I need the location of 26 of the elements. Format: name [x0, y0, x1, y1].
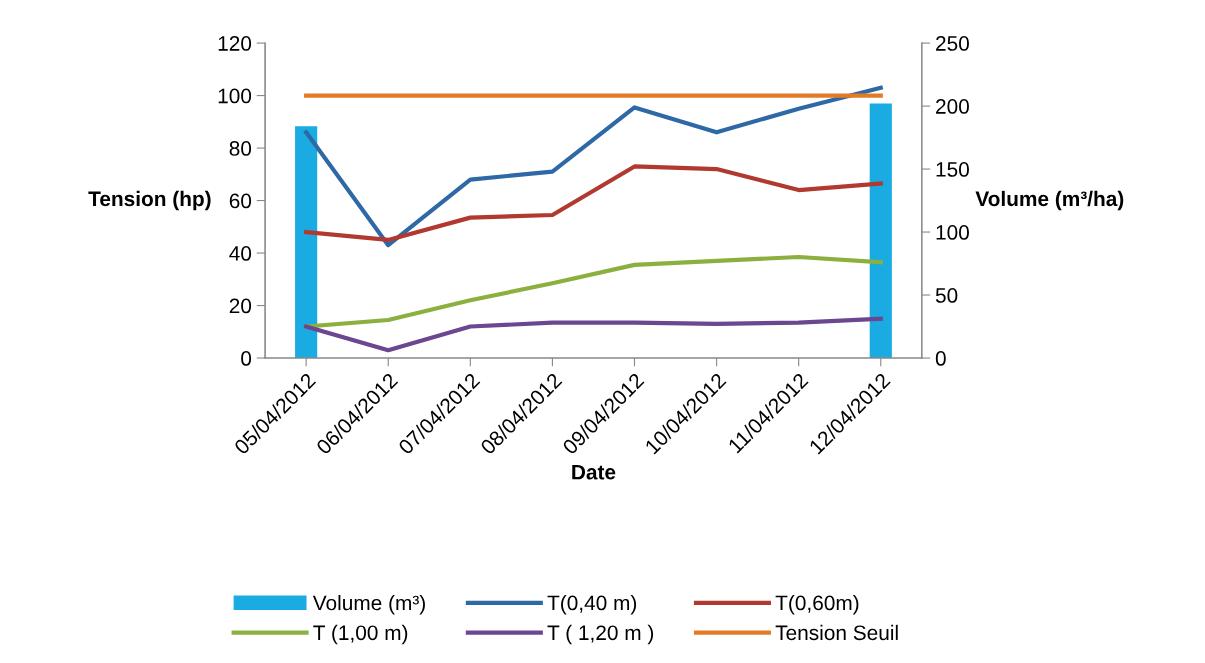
legend-label: Volume (m³): [312, 594, 425, 615]
line-series: [304, 254, 883, 329]
y2-tick-label: 0: [935, 351, 946, 366]
y-axis-title: Tension (hp): [88, 190, 211, 211]
x-axis-title: Date: [572, 464, 616, 480]
y-tick-label: 0: [241, 351, 252, 366]
legend-label: T(0,40 m): [547, 594, 637, 615]
legend-label: Tension Seuil: [775, 624, 898, 641]
line-series: [304, 316, 883, 353]
legend-label: T(0,60m): [775, 594, 859, 615]
legend-label: T ( 1,20 m ): [547, 624, 654, 645]
y2-tick-label: 250: [936, 36, 969, 51]
y2-tick-label: 50: [935, 288, 958, 303]
y-tick-label: 60: [229, 193, 252, 209]
y2-tick-label: 100: [936, 225, 969, 240]
legend-label: T (1,00 m): [313, 624, 408, 645]
y-tick-label: 80: [229, 141, 252, 156]
y-tick-label: 40: [229, 246, 252, 261]
line-series: [304, 164, 883, 243]
line-series: [304, 85, 883, 248]
y2-tick-label: 200: [936, 99, 969, 114]
y2-tick-label: 150: [936, 162, 969, 177]
y-tick-label: 20: [229, 298, 252, 314]
y2-axis-title: Volume (m³/ha): [975, 190, 1124, 211]
y-tick-label: 120: [218, 36, 252, 51]
y-tick-label: 100: [218, 88, 252, 104]
